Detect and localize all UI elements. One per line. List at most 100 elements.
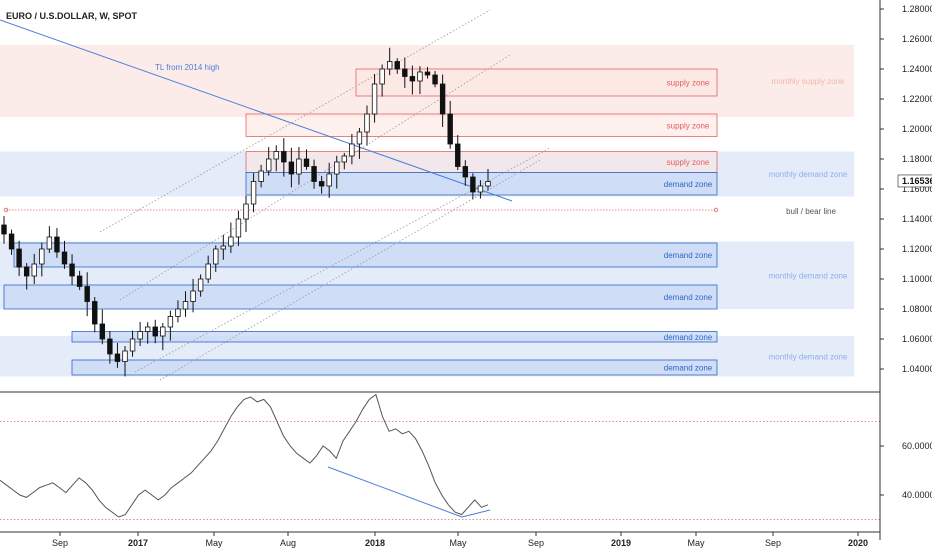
price-tick-label: 1.08000 — [902, 304, 932, 314]
candle-body — [455, 143, 461, 167]
candle-body — [54, 236, 60, 253]
time-tick-label: Aug — [280, 538, 296, 548]
time-tick-label: Sep — [528, 538, 544, 548]
price-tick-label: 1.22000 — [902, 94, 932, 104]
time-tick-label: Sep — [52, 538, 68, 548]
bull-bear-end — [713, 207, 719, 213]
candle-body — [235, 218, 242, 238]
zone-demand-7 — [245, 172, 718, 196]
zone-label-5: supply zone — [667, 121, 710, 130]
candle-body — [394, 61, 400, 70]
candle-body — [432, 74, 438, 85]
candle-body — [61, 251, 68, 265]
candle-body — [258, 170, 264, 182]
candle-body — [84, 286, 90, 302]
price-tick-label: 1.12000 — [902, 244, 932, 254]
candle-body — [144, 326, 151, 332]
candle-body — [402, 68, 408, 77]
time-tick-label: May — [687, 538, 705, 548]
bull-bear-start — [3, 207, 9, 213]
candle-body — [462, 166, 469, 178]
candle-body — [137, 331, 143, 340]
chart-title: EURO / U.S.DOLLAR, W, SPOT — [6, 11, 138, 21]
price-tick-label: 1.28000 — [902, 4, 932, 14]
candle-body — [16, 248, 22, 268]
candle-body — [356, 131, 363, 145]
price-tick-label: 1.16000 — [902, 184, 932, 194]
price-tick-label: 1.04000 — [902, 364, 932, 374]
candle-body — [197, 278, 204, 292]
candle-body — [205, 263, 211, 280]
candle-body — [364, 113, 370, 133]
price-tick-label: 1.26000 — [902, 34, 932, 44]
zone-label-9: demand zone — [664, 293, 713, 302]
candle-body — [326, 173, 332, 187]
candle-body — [167, 316, 174, 328]
candle-body — [175, 308, 181, 317]
candle-body — [318, 181, 325, 187]
candle-body — [8, 233, 15, 250]
bull-bear-label: bull / bear line — [786, 207, 836, 216]
time-tick-label: 2019 — [611, 538, 631, 548]
candle-body — [114, 353, 121, 362]
zone-demand-11 — [71, 359, 718, 376]
lines-layer: TL from 2014 high bull / bear line — [0, 9, 836, 381]
last-price-label: 1.16536 — [902, 176, 932, 186]
candle-body — [379, 68, 385, 85]
candle-body — [107, 338, 113, 355]
candle-body — [1, 224, 7, 235]
zone-demand-10 — [71, 331, 718, 343]
zone-supply-5 — [245, 113, 718, 137]
zone-supply-4 — [355, 68, 718, 97]
time-tick-label: 2017 — [128, 538, 148, 548]
trendline-2014 — [0, 19, 513, 202]
candle-body — [228, 236, 234, 247]
oscillator-line — [0, 393, 489, 518]
candle-body — [160, 326, 166, 337]
zone-label-6: supply zone — [667, 158, 710, 167]
last-price-tag — [897, 174, 932, 188]
candle-body — [386, 61, 393, 70]
candle-body — [334, 161, 340, 175]
osc-tick-label: 40.0000 — [902, 490, 932, 500]
candle-body — [477, 185, 484, 193]
candle-body — [417, 71, 423, 82]
candle-body — [424, 71, 431, 76]
price-tick-label: 1.06000 — [902, 334, 932, 344]
candle-body — [439, 83, 446, 115]
price-tick-label: 1.20000 — [902, 124, 932, 134]
zone-label-10: demand zone — [664, 333, 713, 342]
candle-body — [129, 338, 136, 352]
osc-tick-label: 60.0000 — [902, 441, 932, 451]
zone-label-11: demand zone — [664, 364, 713, 373]
candle-body — [39, 248, 45, 265]
candle-body — [447, 113, 453, 145]
price-tick-label: 1.18000 — [902, 154, 932, 164]
zone-label-1: monthly demand zone — [769, 170, 848, 179]
candle-body — [190, 290, 196, 302]
candle-body — [303, 158, 310, 167]
time-tick-label: 2018 — [365, 538, 385, 548]
candles-layer — [1, 47, 491, 377]
divergence-line-2 — [461, 509, 491, 518]
candle-body — [341, 155, 348, 163]
candle-body — [220, 245, 227, 250]
candle-body — [296, 158, 302, 175]
time-tick-label: Sep — [765, 538, 781, 548]
candle-body — [31, 263, 37, 277]
candle-body — [265, 158, 272, 172]
candle-body — [92, 301, 98, 325]
candle-body — [485, 181, 491, 187]
zone-label-3: monthly demand zone — [769, 352, 848, 361]
candle-body — [99, 323, 106, 340]
oscillator-layer — [0, 393, 880, 520]
candle-body — [46, 236, 53, 250]
candle-body — [281, 151, 287, 163]
candle-body — [152, 326, 158, 337]
candle-body — [349, 143, 355, 157]
zones-layer: monthly supply zone monthly demand zone mo… — [0, 45, 854, 377]
price-tick-label: 1.14000 — [902, 214, 932, 224]
zone-label-7: demand zone — [664, 180, 713, 189]
